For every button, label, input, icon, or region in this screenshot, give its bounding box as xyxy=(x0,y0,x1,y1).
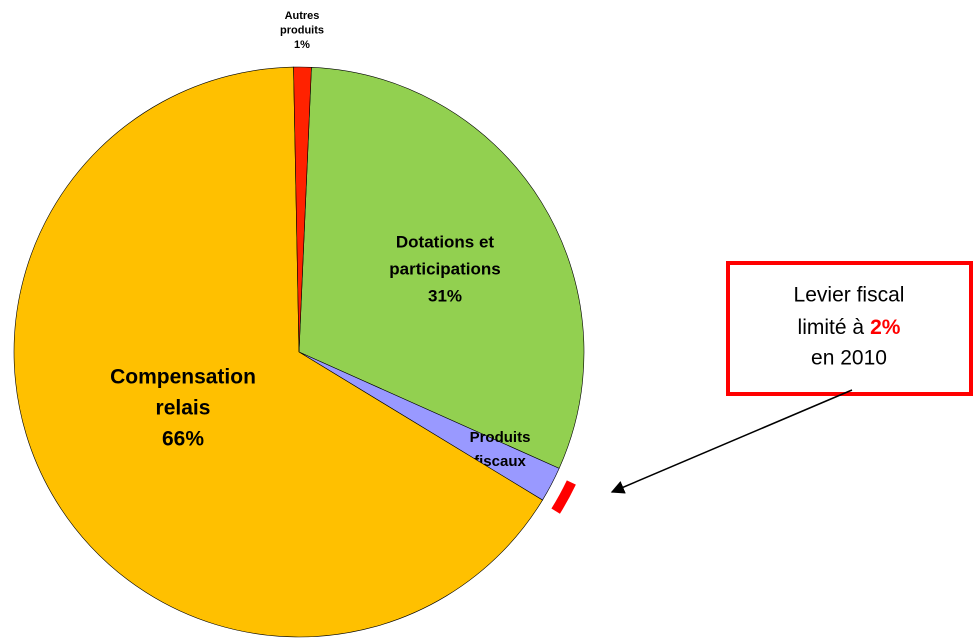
value-label: 1% xyxy=(294,39,310,51)
pie-slice xyxy=(13,66,543,638)
annotation-arrow xyxy=(610,389,853,494)
highlight-arc xyxy=(551,480,576,514)
annotation-text: limité à xyxy=(798,316,865,339)
value-label: 66% xyxy=(162,428,204,451)
slice-label: Produits xyxy=(470,429,531,446)
annotation-line: en 2010 xyxy=(811,347,887,370)
slice-label: participations xyxy=(389,259,500,278)
annotation-box xyxy=(726,261,973,396)
slice-label: Dotations et xyxy=(396,232,495,251)
annotation-highlight: 2% xyxy=(870,316,901,339)
value-label: 31% xyxy=(428,286,462,305)
slice-label: Compensation xyxy=(110,366,256,389)
pie-slice xyxy=(293,66,312,353)
pie-slice xyxy=(298,66,585,469)
slice-label: relais xyxy=(156,397,211,420)
pie: Dotations et participations 31% Produits fis… xyxy=(13,10,585,638)
slice-label: Autres xyxy=(285,10,320,22)
annotation-line: Levier fiscal xyxy=(794,284,905,307)
slice-label: fiscaux xyxy=(474,453,526,470)
slice-label: produits xyxy=(280,24,324,36)
annotation-line: limité à 2% xyxy=(798,316,901,339)
